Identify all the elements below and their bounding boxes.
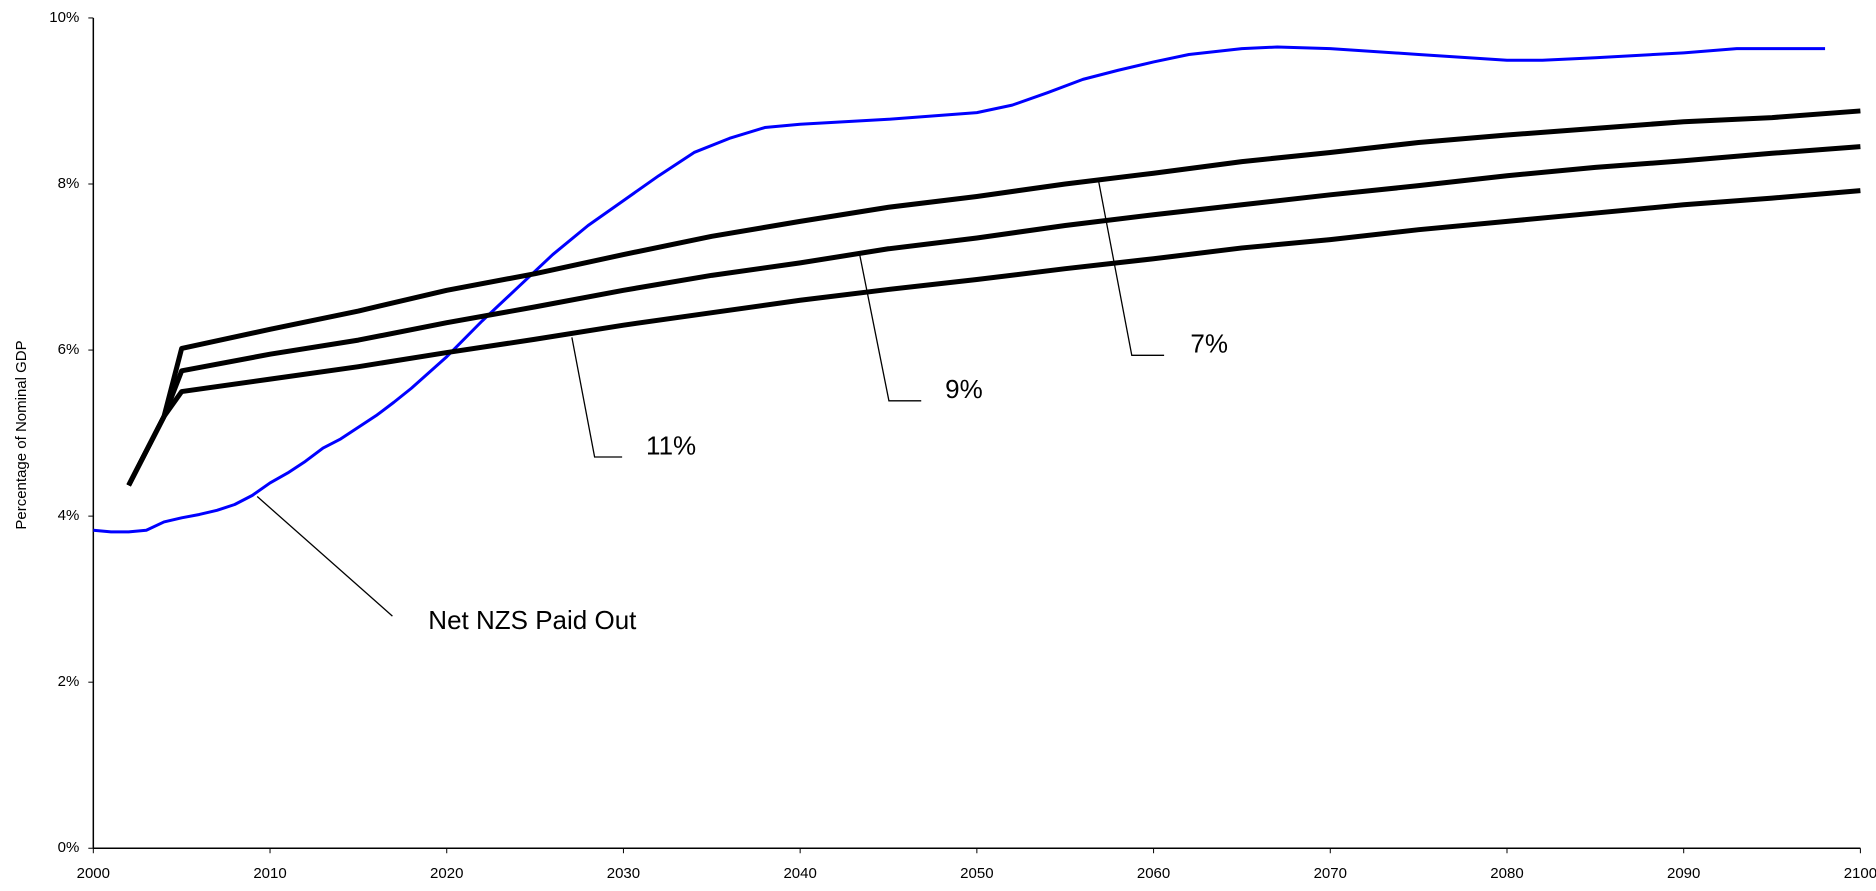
series-label: Net NZS Paid Out <box>428 605 637 635</box>
series-label: 9% <box>945 374 983 404</box>
y-tick-label: 8% <box>58 175 80 192</box>
y-tick-label: 6% <box>58 341 80 358</box>
x-tick-label: 2080 <box>1490 865 1523 882</box>
series-label: 11% <box>646 430 696 460</box>
leader-line <box>571 337 623 458</box>
x-tick-label: 2090 <box>1667 865 1700 882</box>
y-tick-label: 0% <box>58 839 80 856</box>
series-line <box>126 144 1861 487</box>
x-tick-label: 2070 <box>1314 865 1347 882</box>
series-line <box>93 45 1826 534</box>
series-label: 7% <box>1190 329 1228 359</box>
series-line <box>126 108 1861 487</box>
x-tick-label: 2000 <box>77 865 110 882</box>
x-tick-label: 2040 <box>783 865 816 882</box>
series-line <box>126 188 1861 487</box>
leader-line <box>1097 179 1165 356</box>
leader-line <box>256 496 393 617</box>
leader-line <box>858 251 922 402</box>
x-tick-label: 2060 <box>1137 865 1170 882</box>
x-tick-label: 2020 <box>430 865 463 882</box>
x-tick-label: 2010 <box>253 865 286 882</box>
y-tick-label: 2% <box>58 673 80 690</box>
y-tick-label: 4% <box>58 507 80 524</box>
x-tick-label: 2030 <box>607 865 640 882</box>
x-tick-label: 2050 <box>960 865 993 882</box>
x-tick-label: 2100 <box>1844 865 1876 882</box>
y-tick-label: 10% <box>49 9 79 26</box>
y-axis-label: Percentage of Nominal GDP <box>13 340 30 529</box>
